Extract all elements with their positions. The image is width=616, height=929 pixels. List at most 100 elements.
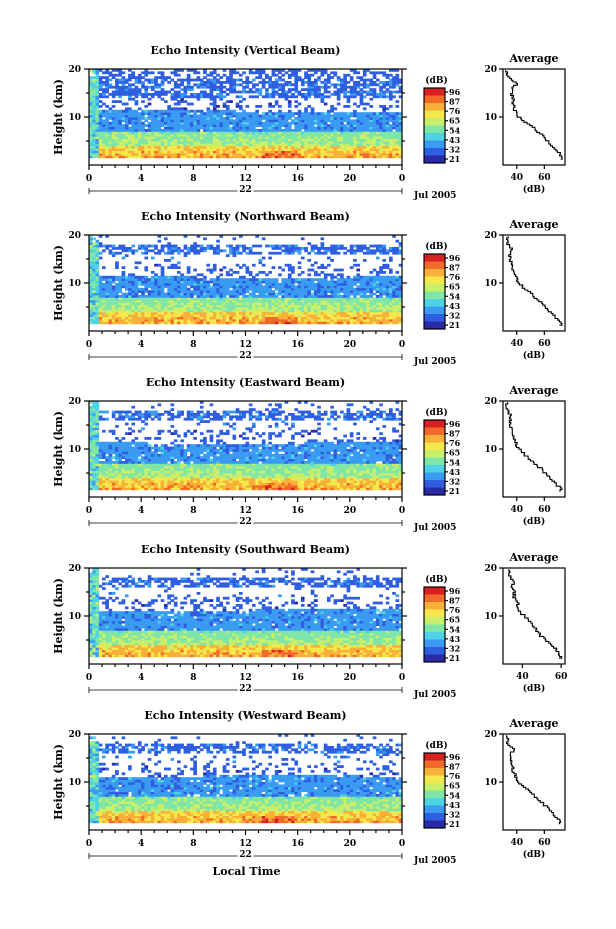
heatmap-cell	[232, 129, 237, 132]
heatmap-cell	[375, 302, 380, 305]
heatmap-cell	[287, 129, 292, 132]
heatmap-cell	[333, 119, 338, 123]
heatmap-cell	[379, 319, 383, 322]
heatmap-cell	[209, 321, 214, 325]
heatmap-cell	[320, 285, 325, 289]
heatmap-cell	[235, 112, 240, 115]
heatmap-cell	[369, 302, 374, 305]
heatmap-cell	[193, 268, 197, 272]
heatmap-cell	[265, 88, 269, 91]
heatmap-cell	[89, 239, 93, 243]
heatmap-cell	[343, 287, 347, 291]
heatmap-cell	[131, 73, 136, 77]
heatmap-cell	[160, 114, 165, 118]
heatmap-cell	[369, 287, 374, 291]
heatmap-cell	[310, 299, 315, 303]
heatmap-cell	[349, 138, 354, 142]
heatmap-cell	[372, 93, 377, 96]
heatmap-cell	[157, 319, 162, 322]
heatmap-cell	[398, 141, 403, 144]
heatmap-cell	[118, 73, 122, 77]
heatmap-cell	[219, 85, 224, 89]
heatmap-cell	[137, 297, 142, 301]
heatmap-cell	[235, 121, 240, 125]
heatmap-cell	[134, 124, 139, 127]
heatmap-cell	[369, 83, 374, 87]
heatmap-cell	[95, 295, 100, 298]
heatmap-cell	[398, 129, 403, 132]
heatmap-cell	[154, 299, 158, 303]
heatmap-cell	[118, 290, 122, 293]
heatmap-cell	[111, 100, 116, 103]
heatmap-cell	[115, 307, 119, 310]
heatmap-cell	[271, 131, 276, 135]
heatmap-cell	[222, 129, 227, 132]
heatmap-cell	[232, 119, 237, 123]
heatmap-cell	[255, 121, 259, 125]
heatmap-cell	[225, 126, 230, 130]
heatmap-cell	[265, 319, 269, 322]
colorbar-swatch	[424, 118, 445, 123]
heatmap-cell	[314, 290, 318, 293]
heatmap-cell	[177, 117, 181, 120]
heatmap-cell	[235, 126, 240, 130]
heatmap-cell	[180, 153, 184, 156]
heatmap-cell	[258, 299, 263, 303]
heatmap-cell	[92, 145, 96, 149]
heatmap-cell	[245, 90, 250, 94]
heatmap-cell	[108, 138, 113, 142]
heatmap-cell	[89, 290, 93, 293]
heatmap-cell	[209, 131, 214, 135]
heatmap-cell	[372, 283, 377, 286]
heatmap-cell	[265, 131, 269, 135]
heatmap-cell	[255, 321, 259, 325]
heatmap-cell	[170, 153, 175, 156]
heatmap-cell	[392, 117, 396, 120]
heatmap-cell	[287, 109, 292, 113]
heatmap-cell	[131, 285, 136, 289]
heatmap-cell	[252, 251, 256, 255]
heatmap-cell	[340, 268, 344, 272]
heatmap-cell	[203, 299, 207, 303]
heatmap-cell	[343, 297, 347, 301]
heatmap-cell	[265, 141, 269, 144]
heatmap-cell	[121, 112, 126, 115]
heatmap-cell	[349, 311, 354, 315]
heatmap-cell	[229, 121, 233, 125]
heatmap-cell	[346, 124, 351, 127]
heatmap-cell	[252, 290, 256, 293]
heatmap-cell	[359, 155, 364, 159]
heatmap-cell	[186, 85, 191, 89]
heatmap-cell	[225, 316, 230, 320]
heatmap-cell	[392, 131, 396, 135]
heatmap-cell	[389, 145, 393, 149]
heatmap-cell	[160, 266, 165, 269]
heatmap-cell	[180, 295, 184, 298]
heatmap-cell	[203, 131, 207, 135]
heatmap-cell	[186, 299, 191, 303]
heatmap-cell	[281, 121, 286, 125]
heatmap-cell	[366, 119, 370, 123]
heatmap-cell	[398, 78, 403, 82]
heatmap-cell	[147, 126, 152, 130]
heatmap-cell	[252, 117, 256, 120]
heatmap-cell	[170, 93, 175, 96]
heatmap-cell	[297, 119, 302, 123]
heatmap-cell	[186, 114, 191, 118]
heatmap-cell	[330, 138, 334, 142]
heatmap-cell	[284, 136, 289, 139]
heatmap-cell	[349, 148, 354, 151]
heatmap-cell	[170, 121, 175, 125]
heatmap-cell	[193, 150, 197, 154]
heatmap-cell	[268, 114, 272, 118]
heatmap-cell	[239, 105, 243, 108]
heatmap-cell	[398, 114, 403, 118]
heatmap-cell	[128, 109, 132, 113]
colorbar-swatch	[424, 121, 445, 126]
heatmap-cell	[346, 280, 351, 284]
heatmap-cell	[346, 302, 351, 305]
heatmap-cell	[206, 309, 211, 313]
heatmap-cell	[265, 117, 269, 120]
heatmap-cell	[359, 249, 364, 253]
heatmap-cell	[118, 302, 122, 305]
